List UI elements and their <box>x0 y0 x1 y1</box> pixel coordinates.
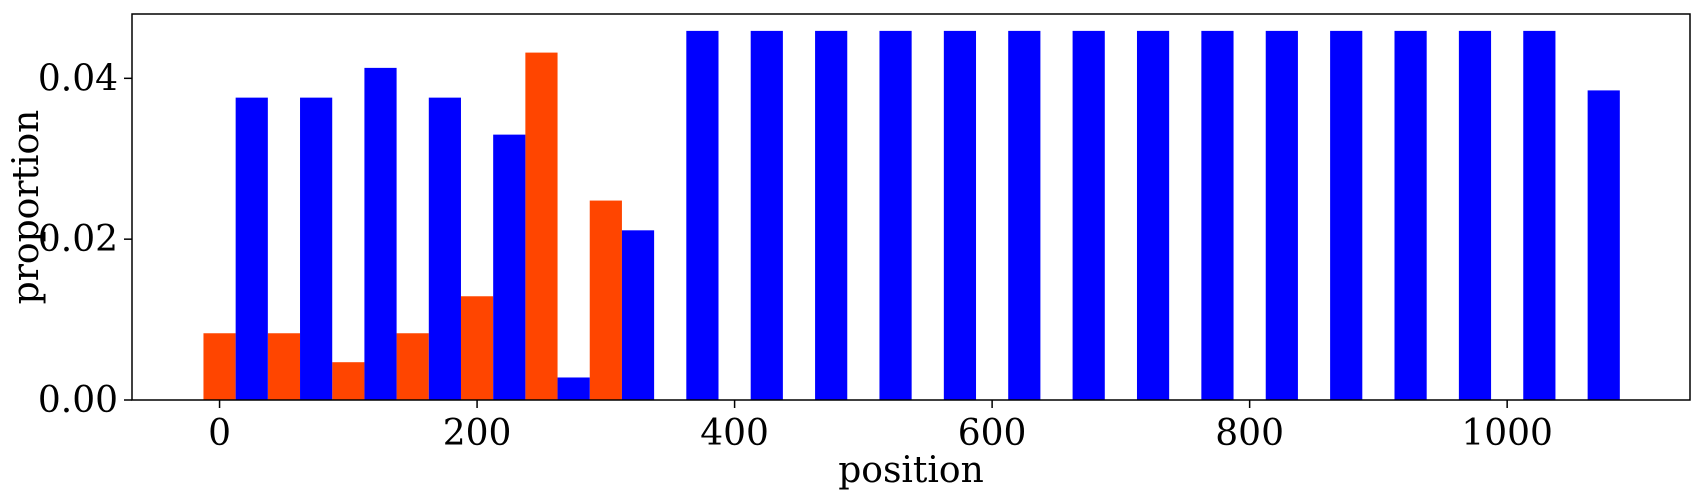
x-tick-label: 800 <box>1215 413 1284 454</box>
x-axis: 0 200 400 600 800 1000 <box>208 400 1553 454</box>
bar-series-0-0 <box>203 333 236 400</box>
bar-series-1-15 <box>1201 30 1234 400</box>
bar-series-0-1 <box>267 333 301 400</box>
bar-series-1-20 <box>1523 30 1556 400</box>
x-tick-label: 0 <box>208 413 231 454</box>
x-tick-label: 400 <box>700 413 769 454</box>
bar-series-1-19 <box>1458 30 1492 400</box>
bar-series-1-21 <box>1587 90 1620 400</box>
bar-series-1-2 <box>364 67 397 401</box>
y-tick-label: 0.02 <box>38 219 118 260</box>
bar-series-1-14 <box>1136 30 1170 400</box>
bar-series-1-1 <box>300 97 333 400</box>
plot-frame <box>131 13 1691 401</box>
bar-series-0-6 <box>589 200 622 400</box>
bar-series-1-12 <box>1008 30 1041 400</box>
bar-series-1-8 <box>750 30 783 400</box>
bars-group <box>203 30 1620 401</box>
bar-series-0-4 <box>460 296 494 400</box>
x-tick-label: 1000 <box>1461 413 1553 454</box>
x-tick-label: 200 <box>443 413 512 454</box>
bar-series-1-7 <box>686 30 719 400</box>
y-tick-label: 0.04 <box>38 58 118 99</box>
x-axis-label: position <box>838 450 984 491</box>
bar-series-1-18 <box>1394 30 1427 400</box>
bar-series-1-6 <box>621 230 655 400</box>
bar-series-1-16 <box>1265 30 1298 400</box>
bar-series-1-3 <box>428 97 461 400</box>
bar-series-0-5 <box>525 52 558 400</box>
bar-series-1-10 <box>879 30 912 400</box>
bar-series-1-9 <box>815 30 848 400</box>
bar-series-1-13 <box>1072 30 1105 400</box>
bar-series-0-3 <box>396 333 429 400</box>
bar-series-1-5 <box>557 377 590 400</box>
x-tick-label: 600 <box>958 413 1027 454</box>
bar-series-1-17 <box>1330 30 1363 400</box>
y-axis-label: proportion <box>6 110 47 305</box>
bar-series-1-4 <box>493 134 526 400</box>
y-tick-label: 0.00 <box>38 380 118 421</box>
bar-series-1-11 <box>943 30 977 400</box>
bar-series-1-0 <box>235 97 268 400</box>
y-axis: 0.00 0.02 0.04 <box>38 58 132 421</box>
bar-series-0-2 <box>332 362 365 400</box>
